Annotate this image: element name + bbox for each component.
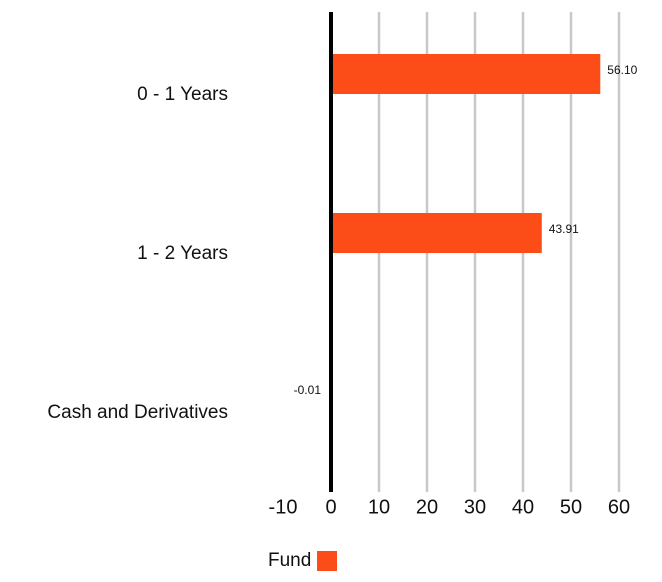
legend-label: Fund <box>268 550 312 571</box>
data-label: 56.10 <box>607 63 637 77</box>
bar <box>331 54 601 94</box>
bar <box>331 213 542 253</box>
x-tick-label: 50 <box>560 496 582 518</box>
x-tick-label: 60 <box>608 496 630 518</box>
category-label: Cash and Derivatives <box>47 402 228 423</box>
x-tick-label: 40 <box>512 496 534 518</box>
category-label: 1 - 2 Years <box>137 243 228 264</box>
legend-swatch <box>317 551 338 571</box>
x-tick-label: 0 <box>325 496 336 518</box>
data-label: -0.01 <box>294 383 322 397</box>
bars <box>330 54 601 412</box>
data-label: 43.91 <box>549 222 579 236</box>
legend: Fund <box>268 550 338 572</box>
x-tick-label: 20 <box>416 496 438 518</box>
x-tick-label: 30 <box>464 496 486 518</box>
x-tick-label: 10 <box>368 496 390 518</box>
category-label: 0 - 1 Years <box>137 84 228 105</box>
x-tick-label: -10 <box>269 496 298 518</box>
labels: 56.10 0 - 1 Years 43.91 1 - 2 Years -0.01 Cas… <box>47 63 637 518</box>
